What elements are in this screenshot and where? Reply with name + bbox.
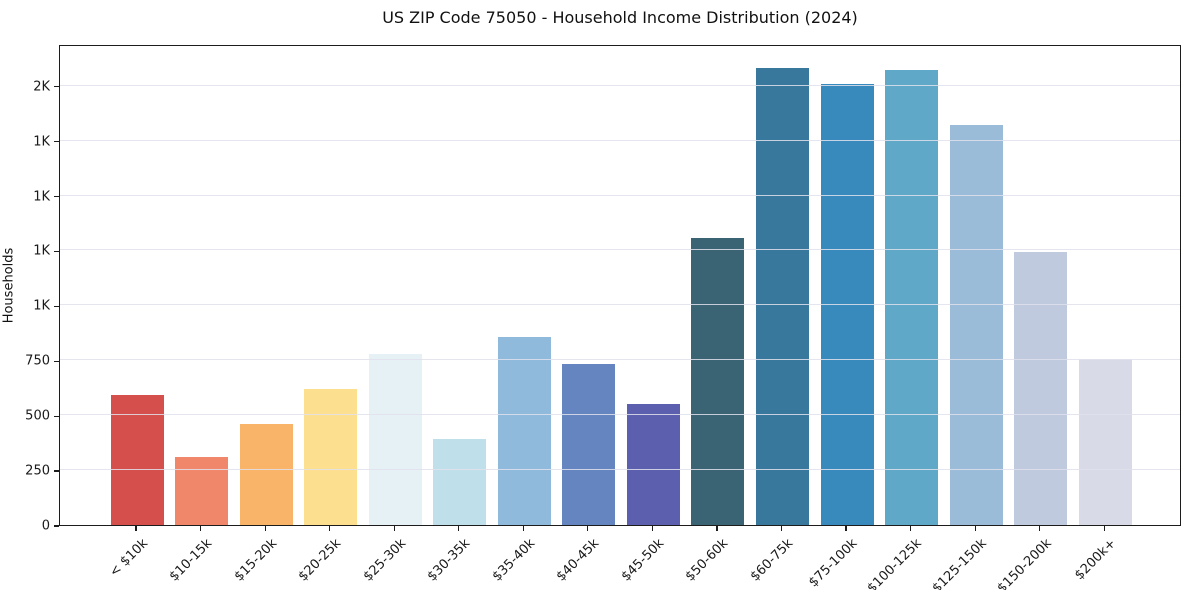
x-tick-mark-$75-100k: [845, 526, 847, 531]
y-tick-label-1000: 1K: [33, 298, 50, 314]
bar-$60-75k: [756, 68, 809, 525]
y-tick-label-250: 250: [25, 463, 50, 479]
y-tick-label-500: 500: [25, 408, 50, 424]
bar-$100-125k: [885, 70, 939, 525]
x-tick-mark-$100-125k: [910, 526, 912, 531]
gridline-250: [60, 469, 1180, 471]
x-tick-label-$40-45k: $40-45k: [553, 536, 603, 585]
x-tick-mark-$20-25k: [329, 526, 331, 531]
y-tick-mark-2000: [54, 86, 59, 88]
y-tick-label-750: 750: [25, 353, 50, 369]
x-tick-mark-$10-15k: [199, 526, 202, 531]
bar-$30-35k: [433, 439, 487, 525]
gridline-1750: [60, 139, 1180, 141]
gridline-1250: [60, 249, 1180, 251]
y-tick-mark-1000: [54, 305, 59, 307]
x-tick-mark-$35-40k: [522, 526, 524, 531]
x-tick-label-$30-35k: $30-35k: [424, 536, 474, 585]
x-tick-mark-$15-20k: [264, 526, 266, 531]
x-tick-label-< $10k: < $10k: [106, 536, 151, 581]
gridline-500: [60, 414, 1180, 416]
bar-$45-50k: [626, 404, 680, 525]
gridline-1000: [60, 304, 1180, 306]
x-tick-mark-$60-75k: [780, 526, 783, 531]
x-tick-mark-$30-35k: [458, 526, 460, 531]
x-tick-label-$200k+: $200k+: [1071, 536, 1119, 584]
x-tick-label-$75-100k: $75-100k: [806, 536, 861, 590]
y-tick-mark-500: [54, 415, 59, 417]
gridline-2000: [60, 84, 1180, 86]
x-tick-label-$25-30k: $25-30k: [360, 536, 409, 585]
y-tick-mark-250: [54, 470, 59, 472]
x-tick-label-$10-15k: $10-15k: [166, 536, 216, 585]
x-tick-mark-< $10k: [135, 526, 137, 531]
y-tick-label-0: 0: [41, 518, 50, 534]
x-tick-label-$100-125k: $100-125k: [865, 536, 926, 590]
bar-$75-100k: [820, 83, 874, 525]
y-tick-mark-1250: [54, 250, 59, 253]
y-tick-mark-1750: [54, 141, 59, 143]
chart-title: US ZIP Code 75050 - Household Income Dis…: [382, 8, 858, 27]
y-tick-label-1500: 1K: [33, 189, 50, 205]
bar-$125-150k: [949, 125, 1003, 525]
x-tick-mark-$150-200k: [1039, 526, 1041, 531]
bar-$20-25k: [304, 388, 358, 525]
bar-$200k+: [1078, 359, 1132, 525]
bar-< $10k: [110, 395, 164, 525]
bar-$25-30k: [368, 353, 422, 525]
x-tick-mark-$45-50k: [651, 526, 653, 531]
y-tick-label-1250: 1K: [33, 243, 50, 259]
y-axis-label: Households: [1, 247, 17, 324]
x-tick-label-$45-50k: $45-50k: [618, 536, 668, 585]
y-tick-label-1750: 1K: [33, 134, 50, 150]
x-tick-label-$35-40k: $35-40k: [489, 536, 538, 585]
x-tick-mark-$25-30k: [393, 526, 395, 531]
x-tick-mark-$40-45k: [587, 526, 589, 531]
x-tick-mark-$200k+: [1103, 526, 1105, 531]
bar-$150-200k: [1014, 251, 1068, 525]
y-tick-label-2000: 2K: [33, 79, 50, 95]
x-tick-label-$60-75k: $60-75k: [747, 536, 797, 585]
x-tick-label-$150-200k: $150-200k: [994, 536, 1055, 590]
bar-$50-60k: [691, 238, 745, 525]
x-tick-label-$50-60k: $50-60k: [683, 536, 732, 585]
y-tick-mark-750: [54, 360, 59, 362]
bar-$40-45k: [562, 363, 616, 525]
gridline-750: [60, 359, 1180, 361]
y-tick-mark-0: [54, 525, 59, 527]
y-tick-mark-1500: [54, 195, 59, 198]
x-tick-label-$15-20k: $15-20k: [231, 536, 280, 585]
bar-$35-40k: [497, 337, 551, 525]
bar-$10-15k: [175, 456, 229, 525]
x-tick-mark-$50-60k: [716, 526, 718, 531]
gridline-1500: [60, 194, 1180, 196]
x-tick-label-$20-25k: $20-25k: [295, 536, 345, 585]
x-tick-mark-$125-150k: [974, 526, 976, 531]
bar-$15-20k: [239, 423, 293, 525]
plot-area: [59, 45, 1181, 526]
x-tick-label-$125-150k: $125-150k: [929, 536, 990, 590]
